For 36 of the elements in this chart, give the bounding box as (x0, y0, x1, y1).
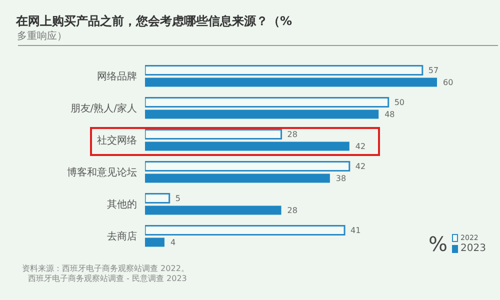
bar (145, 97, 390, 108)
data-label: 4 (170, 238, 176, 248)
bar (145, 142, 350, 151)
data-label: 28 (287, 206, 298, 216)
bar (145, 129, 282, 140)
bar (145, 161, 350, 172)
y-tick-label: 社交网络 (97, 134, 137, 147)
data-label: 50 (394, 98, 405, 108)
data-label: 42 (355, 162, 366, 172)
y-tick-label: 博客和意见论坛 (67, 166, 137, 179)
data-label: 48 (384, 110, 395, 120)
chart-title: 在网上购买产品之前，您会考虑哪些信息来源？（% (16, 13, 292, 30)
y-tick-label: 朋友/熟人/家人 (70, 102, 137, 115)
data-label: 57 (428, 66, 439, 76)
annotation: % (428, 232, 448, 256)
bar (145, 110, 379, 119)
bar (145, 78, 437, 87)
data-label: 42 (355, 142, 366, 152)
bar (145, 206, 282, 215)
data-label: 41 (350, 226, 361, 236)
bar (145, 174, 330, 183)
text: 多重响应） (17, 30, 67, 43)
y-tick-label: 去商店 (107, 230, 137, 243)
bar (145, 65, 424, 76)
text: 西班牙电子商务观察站调查 - 民意调查 2023 (27, 274, 188, 284)
legend-label: 2023 (460, 243, 486, 254)
y-tick-label: 网络品牌 (97, 70, 137, 83)
data-label: 60 (443, 78, 454, 88)
y-tick-label: 其他的 (107, 198, 137, 211)
data-label: 28 (287, 130, 298, 140)
bar (145, 238, 164, 247)
data-label: 5 (175, 194, 180, 204)
bar (145, 193, 170, 204)
bar (145, 225, 346, 236)
text: 资料来源：西班牙电子商务观察站调查 2022。 (22, 264, 189, 274)
data-label: 38 (336, 174, 346, 184)
